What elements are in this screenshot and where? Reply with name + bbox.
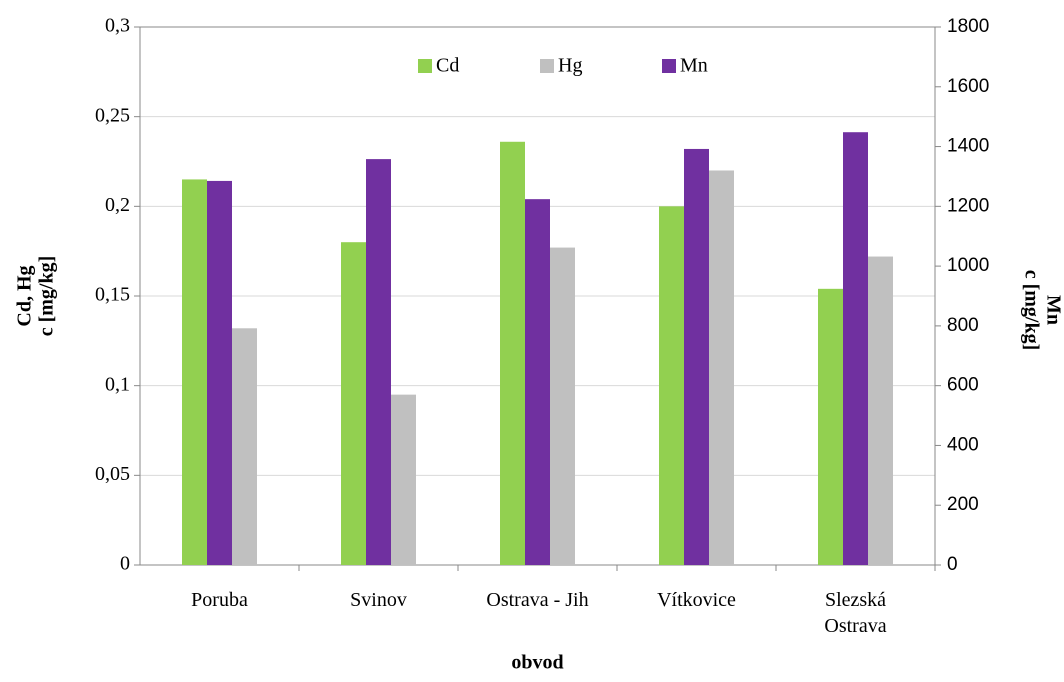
y2-tick-label: 1800: [947, 16, 989, 37]
x-axis-title: obvod: [511, 652, 563, 674]
y2-tick-label: 200: [947, 494, 979, 515]
legend-label: Hg: [558, 55, 582, 77]
bar: [550, 247, 575, 565]
y2-tick-label: 600: [947, 375, 979, 396]
bar: [207, 180, 232, 565]
y-tick-label: 0,05: [95, 463, 130, 485]
x-tick-label: Vítkovice: [657, 589, 736, 611]
legend-label: Cd: [436, 55, 459, 77]
bar: [818, 288, 843, 565]
x-tick-label: Ostrava - Jih: [486, 589, 589, 611]
y-tick-label: 0,2: [105, 194, 130, 216]
legend-label: Mn: [680, 55, 708, 77]
bar: [843, 132, 868, 565]
y2-tick-label: 1400: [947, 136, 989, 157]
bar: [525, 199, 550, 565]
y2-axis-title: c [mg/kg]: [1020, 270, 1042, 351]
y2-tick-label: 1000: [947, 255, 989, 276]
bar: [684, 148, 709, 566]
bar: [500, 141, 525, 566]
y-tick-label: 0,3: [105, 15, 130, 37]
bar: [182, 179, 207, 565]
y2-tick-label: 0: [947, 554, 958, 575]
y-tick-label: 0: [120, 553, 130, 575]
y-axis-title: Cd, Hg: [14, 265, 36, 326]
y2-tick-label: 1600: [947, 76, 989, 97]
bar: [659, 206, 684, 566]
x-tick-label: Slezská Ostrava: [824, 589, 887, 637]
bar: [366, 159, 391, 565]
legend-swatch: [418, 59, 432, 73]
y2-tick-label: 1200: [947, 195, 989, 216]
bar: [709, 170, 734, 565]
legend-swatch: [662, 59, 676, 73]
y-tick-label: 0,1: [105, 373, 130, 395]
x-tick-label: Svinov: [350, 589, 407, 611]
y-tick-label: 0,25: [95, 104, 130, 126]
bar: [868, 256, 893, 565]
x-tick-label: Poruba: [191, 589, 248, 611]
y2-tick-label: 800: [947, 315, 979, 336]
y-axis-title: c [mg/kg]: [36, 256, 58, 337]
bar: [391, 394, 416, 565]
y2-tick-label: 400: [947, 434, 979, 455]
bar: [232, 328, 257, 565]
y-tick-label: 0,15: [95, 284, 130, 306]
legend-swatch: [540, 59, 554, 73]
y2-axis-title: Mn: [1042, 295, 1064, 325]
bar: [341, 242, 366, 565]
